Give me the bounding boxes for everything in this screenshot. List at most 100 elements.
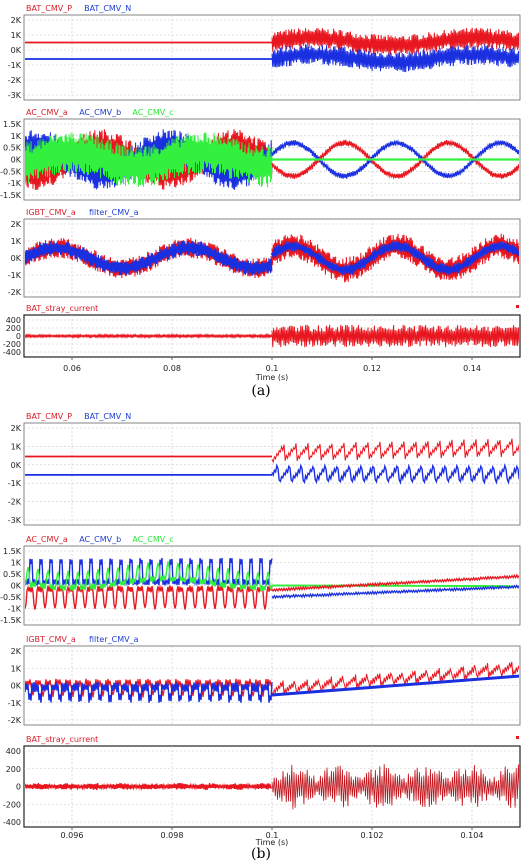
y-tick-label: -3K [8,516,22,525]
y-tick-label: 400 [6,316,21,325]
series-ac-cmv-c [25,132,273,188]
marker-dot [516,736,519,739]
series-ac-cmv-a [271,573,519,593]
trace-group [25,557,519,611]
series-filter-cmv-a [271,674,519,697]
trace-group [25,233,519,283]
y-tick-label: 0K [11,682,22,691]
panel-1: BAT_CMV_P BAT_CMV_N 2K 1K 0K -1K -2K -3K [8,4,521,101]
legend-entry: BAT_CMV_N [84,412,131,421]
trace-group [25,438,519,485]
x-axis-title: Time (s) [255,838,289,847]
y-tick-label: 200 [6,324,21,333]
y-tick-label: 0 [16,332,21,341]
figure-caption: (a) [251,383,270,399]
panel-3: IGBT_CMV_a filter_CMV_a 2K 1K 0K -1K -2K [8,635,521,726]
y-tick-label: -1K [8,605,22,614]
y-tick-label: -0.5K [0,593,22,602]
panel-1: BAT_CMV_P BAT_CMV_N 2K 1K 0K -1K -2K -3K [8,412,521,526]
x-axis-title: Time (s) [255,373,289,382]
y-tick-label: 0K [11,582,22,591]
y-tick-label: 400 [6,747,21,756]
legend-entry: AC_CMV_b [79,535,121,544]
series-bat-cmv-n [271,462,519,485]
legend-entry: IGBT_CMV_a [26,208,76,217]
y-tick-label: -1K [8,271,22,280]
series-filter-cmv-a [25,682,273,703]
series-ac-cmv-b [25,557,273,587]
y-tick-label: 200 [6,765,21,774]
y-tick-label: 1.5K [3,547,22,556]
legend-entry: AC_CMV_a [26,535,68,544]
x-tick-label: 0.102 [361,831,384,840]
series-ac-cmv-c [271,584,519,588]
trace-group [25,27,519,73]
y-tick-label: 1K [11,442,22,451]
panel-3: IGBT_CMV_a filter_CMV_a 2K 1K 0K -1K -2K [8,208,521,298]
marker-dot [516,305,519,308]
y-tick-label: 0K [11,254,22,263]
x-tick-label: 0.08 [163,364,181,373]
y-tick-label: -2K [8,288,22,297]
series-ac-cmv-b [271,584,519,600]
panel-2: AC_CMV_a AC_CMV_b AC_CMV_c 1.5K 1K 0.5K 0K -0.5… [0,108,521,201]
y-tick-label: 1K [11,664,22,673]
x-tick-label: 0.096 [61,831,84,840]
trace-group [25,129,519,191]
x-tick-label: 0.098 [161,831,184,840]
series-igbt-cmv-a [271,661,519,698]
legend-entry: IGBT_CMV_a [26,635,76,644]
figure-b: BAT_CMV_P BAT_CMV_N 2K 1K 0K -1K -2K -3K AC_CMV_… [0,412,521,861]
x-tick-label: 0.1 [266,364,279,373]
series-ac-cmv-b [271,139,519,180]
series-bat-cmv-p [271,27,519,56]
y-tick-label: 0K [11,156,22,165]
legend-entry: AC_CMV_a [26,108,68,117]
y-tick-label: -400 [3,818,21,827]
legend-entry: filter_CMV_a [89,208,139,217]
trace-group [25,324,519,348]
y-tick-label: 0.5K [3,144,22,153]
series-bat-stray-current [25,332,273,340]
series-filter-cmv-a [25,240,273,276]
legend-entry: BAT_CMV_N [84,4,131,13]
x-tick-label: 0.12 [363,364,381,373]
y-tick-label: 0 [16,783,21,792]
legend-entry: filter_CMV_a [89,635,139,644]
x-tick-label: 0.14 [463,364,481,373]
y-tick-label: 2K [11,16,22,25]
series-ac-cmv-a [271,139,519,180]
y-tick-label: -400 [3,348,21,357]
trace-group [25,764,519,810]
y-tick-label: 2K [11,220,22,229]
legend-entry: BAT_stray_current [26,304,98,313]
series-filter-cmv-a [270,240,519,277]
figure-a: BAT_CMV_P BAT_CMV_N 2K 1K 0K -1K -2K -3K AC_CMV_… [0,4,521,399]
panel-2: AC_CMV_a AC_CMV_b AC_CMV_c 1.5K 1K 0.5K 0K -0.5… [0,535,521,626]
y-tick-label: 1K [11,237,22,246]
y-tick-label: -200 [3,800,21,809]
y-tick-label: 0K [11,46,22,55]
y-tick-label: 0.5K [3,570,22,579]
y-tick-label: 1K [11,132,22,141]
y-tick-label: -2K [8,498,22,507]
y-tick-label: -1K [8,699,22,708]
series-bat-stray-current [271,324,519,348]
series-ac-cmv-a [25,584,273,611]
legend-entry: AC_CMV_b [79,108,121,117]
x-tick-label: 0.1 [266,831,279,840]
legend-entry: BAT_stray_current [26,735,98,744]
y-tick-label: -1K [8,61,22,70]
y-tick-label: 0K [11,461,22,470]
y-tick-label: 1.5K [3,120,22,129]
series-ac-cmv-c [25,561,273,592]
x-tick-label: 0.104 [461,831,484,840]
y-tick-label: -1K [8,179,22,188]
y-tick-label: 1K [11,559,22,568]
y-tick-label: -2K [8,76,22,85]
y-tick-label: -0.5K [0,167,22,176]
y-tick-label: -200 [3,340,21,349]
legend-entry: BAT_CMV_P [26,4,72,13]
